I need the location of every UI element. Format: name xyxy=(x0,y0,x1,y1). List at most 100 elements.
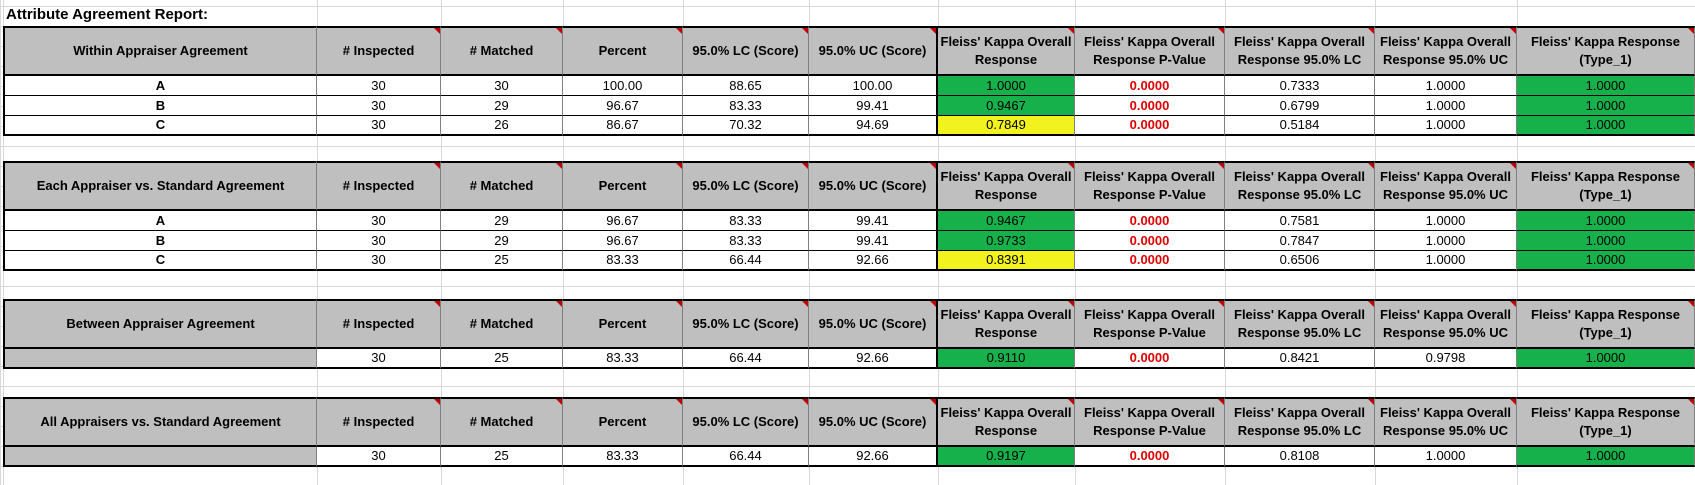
column-header-95-0-uc-score[interactable]: 95.0% UC (Score) xyxy=(809,299,938,349)
table-cell-fleiss-kappa-overall-response-95-0-uc[interactable]: 1.0000 xyxy=(1375,447,1517,467)
column-header-inspected[interactable]: # Inspected xyxy=(317,161,441,211)
table-cell-fleiss-kappa-overall-response[interactable]: 0.9467 xyxy=(938,211,1075,231)
table-cell-percent[interactable]: 96.67 xyxy=(563,211,683,231)
table-cell-fleiss-kappa-overall-response[interactable]: 0.8391 xyxy=(938,251,1075,271)
column-header-fleiss-kappa-overall-response-95-0-lc[interactable]: Fleiss' Kappa Overall Response 95.0% LC xyxy=(1225,299,1375,349)
column-header-95-0-lc-score[interactable]: 95.0% LC (Score) xyxy=(683,161,809,211)
table-cell-fleiss-kappa-overall-response-95-0-uc[interactable]: 1.0000 xyxy=(1375,231,1517,251)
table-cell-matched[interactable]: 25 xyxy=(441,251,563,271)
table-cell-95-0-uc-score[interactable]: 99.41 xyxy=(809,231,938,251)
row-label-cell[interactable] xyxy=(3,349,317,369)
table-cell-inspected[interactable]: 30 xyxy=(317,96,441,116)
table-cell-fleiss-kappa-overall-response[interactable]: 0.7849 xyxy=(938,116,1075,136)
table-cell-fleiss-kappa-overall-response-95-0-lc[interactable]: 0.7581 xyxy=(1225,211,1375,231)
table-cell-inspected[interactable]: 30 xyxy=(317,231,441,251)
table-cell-percent[interactable]: 86.67 xyxy=(563,116,683,136)
table-cell-95-0-lc-score[interactable]: 66.44 xyxy=(683,349,809,369)
table-cell-fleiss-kappa-overall-response-95-0-lc[interactable]: 0.7333 xyxy=(1225,76,1375,96)
column-header-fleiss-kappa-overall-response-95-0-uc[interactable]: Fleiss' Kappa Overall Response 95.0% UC xyxy=(1375,26,1517,76)
table-cell-fleiss-kappa-overall-response-95-0-uc[interactable]: 1.0000 xyxy=(1375,76,1517,96)
table-cell-95-0-uc-score[interactable]: 92.66 xyxy=(809,447,938,467)
table-cell-matched[interactable]: 25 xyxy=(441,349,563,369)
column-header-matched[interactable]: # Matched xyxy=(441,161,563,211)
table-cell-95-0-lc-score[interactable]: 83.33 xyxy=(683,231,809,251)
table-cell-fleiss-kappa-response-type-1[interactable]: 1.0000 xyxy=(1517,96,1695,116)
table-cell-fleiss-kappa-overall-response[interactable]: 1.0000 xyxy=(938,76,1075,96)
column-header-inspected[interactable]: # Inspected xyxy=(317,299,441,349)
table-cell-95-0-uc-score[interactable]: 100.00 xyxy=(809,76,938,96)
table-cell-fleiss-kappa-overall-response-95-0-uc[interactable]: 1.0000 xyxy=(1375,96,1517,116)
table-cell-fleiss-kappa-overall-response[interactable]: 0.9197 xyxy=(938,447,1075,467)
column-header-95-0-uc-score[interactable]: 95.0% UC (Score) xyxy=(809,397,938,447)
table-cell-inspected[interactable]: 30 xyxy=(317,251,441,271)
table-cell-95-0-uc-score[interactable]: 92.66 xyxy=(809,349,938,369)
table-cell-fleiss-kappa-overall-response[interactable]: 0.9110 xyxy=(938,349,1075,369)
column-header-inspected[interactable]: # Inspected xyxy=(317,26,441,76)
table-cell-fleiss-kappa-overall-response[interactable]: 0.9467 xyxy=(938,96,1075,116)
column-header-fleiss-kappa-overall-response-p-value[interactable]: Fleiss' Kappa Overall Response P-Value xyxy=(1075,161,1225,211)
row-label-cell[interactable]: A xyxy=(3,76,317,96)
table-cell-95-0-lc-score[interactable]: 66.44 xyxy=(683,447,809,467)
table-cell-fleiss-kappa-overall-response-95-0-lc[interactable]: 0.5184 xyxy=(1225,116,1375,136)
column-header-95-0-uc-score[interactable]: 95.0% UC (Score) xyxy=(809,161,938,211)
column-header-fleiss-kappa-overall-response[interactable]: Fleiss' Kappa Overall Response xyxy=(938,26,1075,76)
column-header-fleiss-kappa-overall-response-95-0-lc[interactable]: Fleiss' Kappa Overall Response 95.0% LC xyxy=(1225,161,1375,211)
table-cell-inspected[interactable]: 30 xyxy=(317,76,441,96)
column-header-inspected[interactable]: # Inspected xyxy=(317,397,441,447)
row-label-cell[interactable]: B xyxy=(3,231,317,251)
column-header-fleiss-kappa-overall-response[interactable]: Fleiss' Kappa Overall Response xyxy=(938,397,1075,447)
table-cell-95-0-uc-score[interactable]: 99.41 xyxy=(809,96,938,116)
column-header-fleiss-kappa-response-type-1[interactable]: Fleiss' Kappa Response (Type_1) xyxy=(1517,397,1695,447)
table-title-cell[interactable]: All Appraisers vs. Standard Agreement xyxy=(3,397,317,447)
table-cell-95-0-lc-score[interactable]: 83.33 xyxy=(683,96,809,116)
table-cell-fleiss-kappa-response-type-1[interactable]: 1.0000 xyxy=(1517,116,1695,136)
column-header-fleiss-kappa-response-type-1[interactable]: Fleiss' Kappa Response (Type_1) xyxy=(1517,299,1695,349)
table-cell-fleiss-kappa-overall-response-95-0-lc[interactable]: 0.8421 xyxy=(1225,349,1375,369)
table-cell-fleiss-kappa-response-type-1[interactable]: 1.0000 xyxy=(1517,251,1695,271)
table-title-cell[interactable]: Within Appraiser Agreement xyxy=(3,26,317,76)
table-cell-fleiss-kappa-overall-response-p-value[interactable]: 0.0000 xyxy=(1075,76,1225,96)
table-cell-matched[interactable]: 26 xyxy=(441,116,563,136)
table-cell-fleiss-kappa-overall-response-p-value[interactable]: 0.0000 xyxy=(1075,447,1225,467)
column-header-percent[interactable]: Percent xyxy=(563,299,683,349)
table-cell-fleiss-kappa-overall-response-95-0-uc[interactable]: 1.0000 xyxy=(1375,251,1517,271)
table-cell-95-0-lc-score[interactable]: 70.32 xyxy=(683,116,809,136)
row-label-cell[interactable]: A xyxy=(3,211,317,231)
column-header-fleiss-kappa-response-type-1[interactable]: Fleiss' Kappa Response (Type_1) xyxy=(1517,26,1695,76)
table-cell-matched[interactable]: 29 xyxy=(441,211,563,231)
row-label-cell[interactable] xyxy=(3,447,317,467)
table-cell-percent[interactable]: 83.33 xyxy=(563,349,683,369)
row-label-cell[interactable]: B xyxy=(3,96,317,116)
table-cell-percent[interactable]: 100.00 xyxy=(563,76,683,96)
table-cell-fleiss-kappa-overall-response-95-0-lc[interactable]: 0.6506 xyxy=(1225,251,1375,271)
table-cell-fleiss-kappa-overall-response-95-0-uc[interactable]: 0.9798 xyxy=(1375,349,1517,369)
table-cell-95-0-lc-score[interactable]: 83.33 xyxy=(683,211,809,231)
column-header-fleiss-kappa-overall-response-p-value[interactable]: Fleiss' Kappa Overall Response P-Value xyxy=(1075,26,1225,76)
column-header-fleiss-kappa-overall-response-95-0-uc[interactable]: Fleiss' Kappa Overall Response 95.0% UC xyxy=(1375,299,1517,349)
table-cell-95-0-lc-score[interactable]: 88.65 xyxy=(683,76,809,96)
column-header-95-0-uc-score[interactable]: 95.0% UC (Score) xyxy=(809,26,938,76)
table-cell-matched[interactable]: 25 xyxy=(441,447,563,467)
column-header-percent[interactable]: Percent xyxy=(563,397,683,447)
table-cell-percent[interactable]: 83.33 xyxy=(563,251,683,271)
table-cell-percent[interactable]: 83.33 xyxy=(563,447,683,467)
column-header-fleiss-kappa-overall-response-p-value[interactable]: Fleiss' Kappa Overall Response P-Value xyxy=(1075,299,1225,349)
table-cell-fleiss-kappa-overall-response-95-0-lc[interactable]: 0.7847 xyxy=(1225,231,1375,251)
column-header-95-0-lc-score[interactable]: 95.0% LC (Score) xyxy=(683,299,809,349)
table-cell-95-0-uc-score[interactable]: 92.66 xyxy=(809,251,938,271)
column-header-percent[interactable]: Percent xyxy=(563,161,683,211)
column-header-fleiss-kappa-overall-response-95-0-lc[interactable]: Fleiss' Kappa Overall Response 95.0% LC xyxy=(1225,26,1375,76)
column-header-fleiss-kappa-overall-response[interactable]: Fleiss' Kappa Overall Response xyxy=(938,299,1075,349)
table-cell-fleiss-kappa-overall-response[interactable]: 0.9733 xyxy=(938,231,1075,251)
table-cell-fleiss-kappa-response-type-1[interactable]: 1.0000 xyxy=(1517,447,1695,467)
table-cell-fleiss-kappa-overall-response-p-value[interactable]: 0.0000 xyxy=(1075,96,1225,116)
table-cell-fleiss-kappa-response-type-1[interactable]: 1.0000 xyxy=(1517,231,1695,251)
column-header-fleiss-kappa-overall-response-95-0-uc[interactable]: Fleiss' Kappa Overall Response 95.0% UC xyxy=(1375,397,1517,447)
table-cell-fleiss-kappa-response-type-1[interactable]: 1.0000 xyxy=(1517,76,1695,96)
table-cell-95-0-uc-score[interactable]: 94.69 xyxy=(809,116,938,136)
table-cell-fleiss-kappa-overall-response-95-0-lc[interactable]: 0.6799 xyxy=(1225,96,1375,116)
column-header-fleiss-kappa-overall-response[interactable]: Fleiss' Kappa Overall Response xyxy=(938,161,1075,211)
table-cell-fleiss-kappa-response-type-1[interactable]: 1.0000 xyxy=(1517,211,1695,231)
column-header-fleiss-kappa-overall-response-95-0-uc[interactable]: Fleiss' Kappa Overall Response 95.0% UC xyxy=(1375,161,1517,211)
column-header-95-0-lc-score[interactable]: 95.0% LC (Score) xyxy=(683,26,809,76)
